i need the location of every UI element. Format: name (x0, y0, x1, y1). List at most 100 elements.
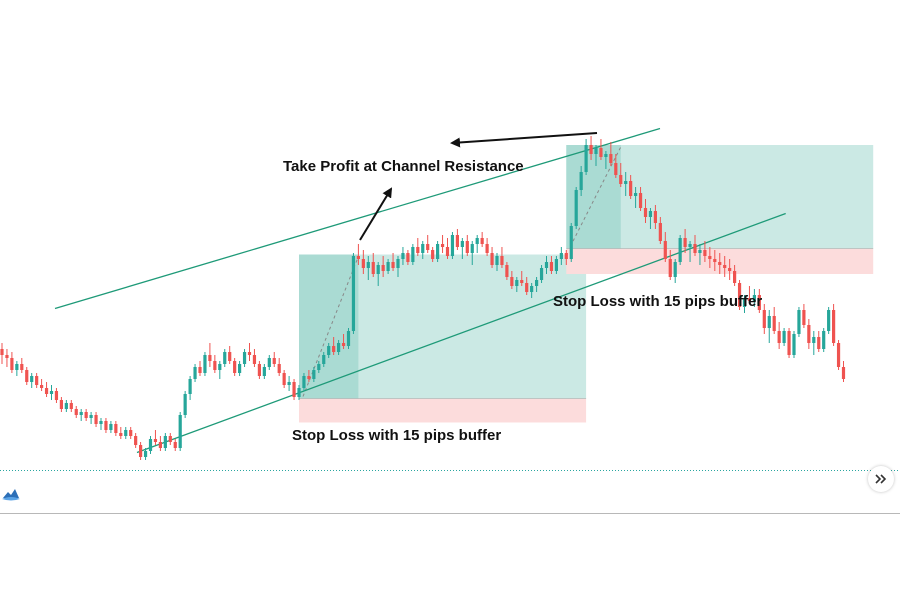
candle (609, 142, 613, 166)
candle-body (827, 310, 831, 331)
candle (114, 421, 118, 436)
candle (0, 343, 4, 364)
candle-body (574, 190, 578, 226)
candle (733, 265, 737, 286)
candle-body (302, 376, 306, 388)
support-line (136, 212, 786, 454)
candle-body (99, 421, 103, 424)
candle (431, 247, 435, 262)
candle (242, 349, 247, 367)
candle (218, 361, 222, 379)
candle-body (822, 331, 826, 349)
candle (302, 373, 306, 391)
candle-body (782, 331, 786, 343)
candle-body (173, 442, 177, 448)
candle (445, 238, 450, 259)
candle-body (698, 250, 702, 253)
candle-body (406, 253, 410, 262)
price-channel (54, 127, 786, 454)
candle-body (69, 403, 73, 409)
candle (44, 382, 49, 397)
candle (643, 199, 648, 223)
candle (718, 253, 722, 274)
candle (539, 265, 544, 283)
cloud-chart-logo-icon[interactable] (0, 482, 22, 506)
candle (802, 304, 806, 328)
candle (752, 289, 756, 307)
candle (178, 412, 182, 451)
candle-body (515, 280, 519, 286)
candle (351, 253, 356, 334)
candle-body (134, 436, 138, 445)
candle (475, 235, 479, 253)
candle-body (104, 421, 108, 430)
candle (193, 364, 197, 382)
candle-body (376, 265, 380, 274)
candle (168, 433, 172, 445)
candle-body (168, 436, 172, 442)
candle-body (713, 259, 717, 262)
candle (322, 352, 326, 367)
candle-body (742, 298, 747, 307)
candle (470, 241, 474, 265)
candle-body (653, 211, 657, 223)
candle-body (183, 394, 187, 415)
candle (134, 433, 138, 448)
candle (84, 409, 88, 421)
trade-path-1 (302, 256, 359, 397)
candle-body (79, 412, 83, 415)
candle-body (777, 331, 781, 343)
candle-body (143, 451, 148, 457)
candle-body (807, 325, 811, 343)
candle (505, 262, 509, 280)
candle-body (64, 403, 68, 409)
candle (629, 175, 633, 199)
candle-body (658, 223, 662, 241)
candle (723, 256, 727, 277)
candle-body (450, 235, 455, 256)
candle (54, 388, 59, 403)
candle (69, 400, 73, 412)
candle (737, 280, 742, 310)
candle-body (683, 238, 687, 247)
candle (213, 355, 217, 373)
candle-body (49, 391, 54, 394)
stop-loss-label-2: Stop Loss with 15 pips buffer (553, 293, 762, 310)
candle-body (792, 334, 796, 355)
candle-body (233, 361, 237, 373)
candlestick-series (0, 136, 846, 460)
candle-body (84, 412, 88, 418)
candle (74, 406, 78, 418)
candle-body (539, 268, 544, 280)
candle (233, 358, 237, 376)
candle-body (599, 148, 603, 157)
candle-body (520, 280, 524, 283)
candle-body (614, 163, 618, 175)
candle-body (752, 295, 756, 301)
candle (455, 229, 459, 250)
candle (832, 304, 836, 346)
candle-body (312, 370, 316, 379)
candle-body (609, 154, 613, 163)
candle (49, 385, 54, 400)
candle-body (812, 337, 816, 343)
candle-body (35, 376, 39, 385)
candle (530, 283, 534, 298)
candle-body (465, 241, 469, 253)
candle-body (475, 238, 479, 244)
candle (94, 412, 98, 427)
candle-body (559, 253, 563, 259)
candle (440, 235, 445, 253)
candle (203, 352, 207, 376)
candle (109, 421, 113, 433)
candle-body (346, 331, 351, 346)
resistance-line (54, 127, 661, 310)
candle (767, 310, 771, 343)
candle (228, 346, 232, 364)
candle (163, 433, 167, 451)
candle (287, 376, 291, 391)
candle-body (74, 409, 78, 415)
candle-body (431, 250, 435, 259)
scroll-to-latest-button[interactable] (868, 466, 894, 492)
